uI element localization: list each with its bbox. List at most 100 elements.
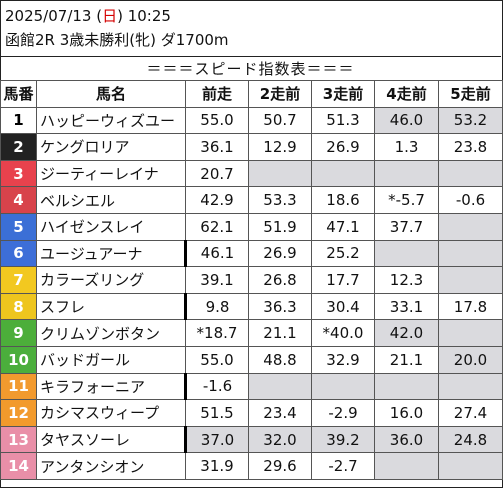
horse-name: カラーズリング — [36, 266, 186, 294]
table-row: 8 スフレ 9.8 36.3 30.4 33.1 17.8 — [0, 292, 503, 321]
col-header-5-races-ago: 5走前 — [438, 80, 503, 108]
horse-number: 11 — [0, 372, 37, 401]
horse-number: 3 — [0, 159, 37, 188]
race-3-index: 30.4 — [311, 292, 375, 321]
last-race-index: 55.0 — [185, 106, 249, 135]
race-4-index: 21.1 — [374, 345, 439, 374]
col-header-number: 馬番 — [0, 80, 37, 108]
race-2-index: 50.7 — [248, 106, 312, 135]
race-datetime: 2025/07/13 (日) 10:25 — [5, 7, 171, 25]
race-5-index: -0.6 — [438, 186, 503, 214]
table-row: 1 ハッピーウィズユー 55.0 50.7 51.3 46.0 53.2 — [0, 106, 503, 135]
race-5-index — [438, 372, 503, 401]
horse-name: ベルシエル — [36, 186, 186, 214]
horse-number: 6 — [0, 239, 37, 268]
race-info: 函館2R 3歳未勝利(牝) ダ1700m — [5, 31, 229, 49]
table-row: 2 ケングロリア 36.1 12.9 26.9 1.3 23.8 — [0, 133, 503, 161]
race-4-index: 37.7 — [374, 212, 439, 241]
table-row: 14 アンタンシオン 31.9 29.6 -2.7 — [0, 452, 503, 480]
race-4-index: 33.1 — [374, 292, 439, 321]
race-5-index: 17.8 — [438, 292, 503, 321]
race-3-index: *40.0 — [311, 319, 375, 347]
table-row: 11 キラフォーニア -1.6 — [0, 372, 503, 401]
time-text: ) 10:25 — [117, 7, 171, 25]
horse-name: カシマスウィープ — [36, 399, 186, 427]
table-row: 10 バッドガール 55.0 48.8 32.9 21.1 20.0 — [0, 345, 503, 374]
horse-number: 13 — [0, 425, 37, 454]
horse-name: キラフォーニア — [36, 372, 186, 401]
col-header-name: 馬名 — [36, 80, 186, 108]
race-3-index: 17.7 — [311, 266, 375, 294]
race-5-index — [438, 319, 503, 347]
race-2-index — [248, 372, 312, 401]
table-row: 7 カラーズリング 39.1 26.8 17.7 12.3 — [0, 266, 503, 294]
table-row: 13 タヤスソーレ 37.0 32.0 39.2 36.0 24.8 — [0, 425, 503, 454]
race-4-index — [374, 239, 439, 268]
last-race-index: 55.0 — [185, 345, 249, 374]
race-3-index: 39.2 — [311, 425, 375, 454]
race-2-index: 53.3 — [248, 186, 312, 214]
race-5-index: 27.4 — [438, 399, 503, 427]
last-race-index: 36.1 — [185, 133, 249, 161]
race-3-index: 26.9 — [311, 133, 375, 161]
table-row: 5 ハイゼンスレイ 62.1 51.9 47.1 37.7 — [0, 212, 503, 241]
race-5-index: 23.8 — [438, 133, 503, 161]
last-race-index: 20.7 — [185, 159, 249, 188]
col-header-last-race: 前走 — [185, 80, 249, 108]
race-5-index: 24.8 — [438, 425, 503, 454]
race-2-index: 32.0 — [248, 425, 312, 454]
race-4-index: 36.0 — [374, 425, 439, 454]
race-3-index: -2.9 — [311, 399, 375, 427]
last-race-index: 37.0 — [184, 425, 249, 454]
horse-number: 4 — [0, 186, 37, 214]
race-2-index: 51.9 — [248, 212, 312, 241]
horse-name: クリムゾンボタン — [36, 319, 186, 347]
race-2-index: 12.9 — [248, 133, 312, 161]
last-race-index: 31.9 — [185, 452, 249, 480]
horse-name: タヤスソーレ — [36, 425, 186, 454]
race-2-index: 36.3 — [248, 292, 312, 321]
race-4-index: 16.0 — [374, 399, 439, 427]
last-race-index: 42.9 — [185, 186, 249, 214]
race-3-index: 18.6 — [311, 186, 375, 214]
table-row: 6 ユージュアーナ 46.1 26.9 25.2 — [0, 239, 503, 268]
race-2-index: 26.9 — [248, 239, 312, 268]
race-4-index: *-5.7 — [374, 186, 439, 214]
race-3-index: 32.9 — [311, 345, 375, 374]
race-5-index — [438, 212, 503, 241]
date-text: 2025/07/13 ( — [5, 7, 103, 25]
horse-number: 5 — [0, 212, 37, 241]
horse-number: 8 — [0, 292, 37, 321]
horse-name: ユージュアーナ — [36, 239, 186, 268]
horse-name: スフレ — [36, 292, 186, 321]
race-2-index: 23.4 — [248, 399, 312, 427]
horse-number: 10 — [0, 345, 37, 374]
table-row: 12 カシマスウィープ 51.5 23.4 -2.9 16.0 27.4 — [0, 399, 503, 427]
horse-name: バッドガール — [36, 345, 186, 374]
table-row: 9 クリムゾンボタン *18.7 21.1 *40.0 42.0 — [0, 319, 503, 347]
table-row: 3 ジーティーレイナ 20.7 — [0, 159, 503, 188]
speed-index-table: 馬番 馬名 前走 2走前 3走前 4走前 5走前 1 ハッピーウィズユー 55.0 5… — [0, 80, 503, 480]
race-3-index: -2.7 — [311, 452, 375, 480]
horse-number: 2 — [0, 133, 37, 161]
last-race-index: 62.1 — [185, 212, 249, 241]
col-header-2-races-ago: 2走前 — [248, 80, 312, 108]
race-3-index: 47.1 — [311, 212, 375, 241]
last-race-index: *18.7 — [185, 319, 249, 347]
last-race-index: 39.1 — [185, 266, 249, 294]
race-4-index: 42.0 — [374, 319, 439, 347]
col-header-4-races-ago: 4走前 — [374, 80, 439, 108]
race-2-index: 26.8 — [248, 266, 312, 294]
horse-number: 7 — [0, 266, 37, 294]
horse-name: ハッピーウィズユー — [36, 106, 186, 135]
last-race-index: 51.5 — [185, 399, 249, 427]
race-3-index: 51.3 — [311, 106, 375, 135]
race-2-index: 21.1 — [248, 319, 312, 347]
header-row: 馬番 馬名 前走 2走前 3走前 4走前 5走前 — [0, 80, 503, 108]
race-5-index — [438, 239, 503, 268]
table-title: ＝＝＝スピード指数表＝＝＝ — [0, 56, 501, 81]
race-4-index — [374, 452, 439, 480]
race-5-index — [438, 452, 503, 480]
race-3-index: 25.2 — [311, 239, 375, 268]
race-5-index — [438, 159, 503, 188]
